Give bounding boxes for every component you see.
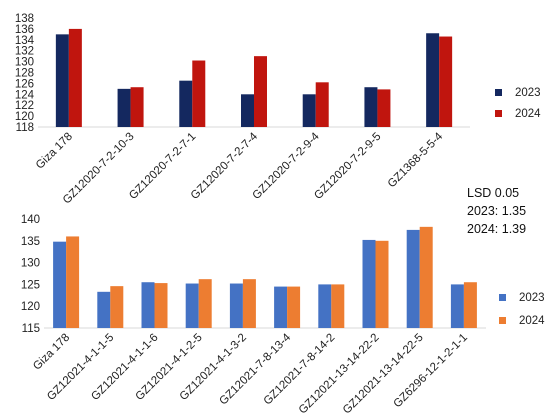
legend-swatch-2023 xyxy=(499,294,506,301)
bar-2024-9 xyxy=(463,282,477,328)
bar-2024-6 xyxy=(439,36,453,127)
bar-2023-6 xyxy=(426,33,440,128)
y-tick-label: 120 xyxy=(15,111,34,123)
y-tick-label: 130 xyxy=(15,57,34,69)
bar-2023-3 xyxy=(241,94,254,127)
y-tick-label: 140 xyxy=(21,214,40,226)
lsd-2024: 2024: 1.39 xyxy=(467,222,527,236)
y-tick-label: 120 xyxy=(21,301,40,313)
y-tick-label: 126 xyxy=(15,78,34,90)
category-label: GZ12020-7-2-10-3 xyxy=(61,131,137,207)
lsd-annotation: LSD 0.05 2023: 1.35 2024: 1.39 xyxy=(467,184,549,238)
bar-2024-3 xyxy=(198,279,212,328)
bar-2024-4 xyxy=(315,82,329,127)
bar-2023-5 xyxy=(274,286,288,328)
bar-2024-1 xyxy=(110,286,124,328)
legend-label-2023: 2023 xyxy=(519,292,545,304)
legend-label-2024: 2024 xyxy=(515,108,541,120)
category-label: Giza 178 xyxy=(31,332,72,373)
bar-2024-0 xyxy=(66,236,80,328)
lsd-title: LSD 0.05 xyxy=(467,186,520,200)
bar-2023-3 xyxy=(185,283,199,328)
bar-2023-4 xyxy=(302,94,316,127)
bar-2024-3 xyxy=(254,56,267,127)
y-tick-label: 136 xyxy=(15,24,34,36)
y-tick-label: 130 xyxy=(21,258,40,270)
bar-2023-6 xyxy=(318,284,332,328)
y-tick-label: 132 xyxy=(15,46,34,58)
bar-2024-4 xyxy=(242,279,256,328)
bar-2023-2 xyxy=(141,282,155,328)
bar-2023-2 xyxy=(179,80,193,127)
category-label: GZ12021-13-14-22-2 xyxy=(297,332,382,414)
y-tick-label: 125 xyxy=(21,279,40,291)
bar-2023-5 xyxy=(364,87,378,127)
legend-swatch-2024 xyxy=(499,317,506,324)
category-label: GZ12020-7-2-9-5 xyxy=(312,131,383,202)
bar-2024-2 xyxy=(192,60,206,128)
bar-2023-1 xyxy=(117,88,131,127)
y-tick-label: 134 xyxy=(15,35,35,47)
bar-2023-1 xyxy=(97,291,111,328)
bar-2024-0 xyxy=(68,28,82,127)
y-tick-label: 118 xyxy=(16,122,34,134)
bar-2023-4 xyxy=(229,283,243,328)
bar-2024-5 xyxy=(287,286,301,328)
bar-2024-6 xyxy=(331,284,345,328)
bar-2023-0 xyxy=(53,241,67,328)
y-tick-label: 138 xyxy=(15,13,34,25)
bar-2024-2 xyxy=(154,283,168,328)
category-label: GZ12021-13-14-22-5 xyxy=(341,332,426,414)
category-label: GZ12020-7-2-9-4 xyxy=(251,130,323,202)
bar-2023-9 xyxy=(450,284,464,328)
category-label: GZ1368-5-5-4 xyxy=(386,130,446,190)
bar-2023-7 xyxy=(362,239,376,328)
y-tick-label: 124 xyxy=(15,89,35,101)
category-label: GZ6296-12-1-2-1-1 xyxy=(391,332,470,411)
category-label: GZ12020-7-2-7-4 xyxy=(189,130,261,202)
y-tick-label: 115 xyxy=(22,323,40,335)
bar-2024-7 xyxy=(375,240,389,328)
y-tick-label: 128 xyxy=(15,68,34,80)
bar-2023-8 xyxy=(406,229,420,328)
legend-swatch-2023 xyxy=(495,89,502,96)
bar-2023-0 xyxy=(55,34,69,127)
category-label: Giza 178 xyxy=(34,131,75,172)
legend-label-2023: 2023 xyxy=(515,87,541,99)
y-tick-label: 135 xyxy=(21,236,40,248)
legend-label-2024: 2024 xyxy=(519,315,545,327)
category-label: GZ12020-7-2-7-1 xyxy=(127,131,198,202)
bar-2024-5 xyxy=(377,89,391,127)
bar-2024-8 xyxy=(419,226,433,328)
y-tick-label: 122 xyxy=(15,100,34,112)
bar-2024-1 xyxy=(130,87,144,127)
legend-swatch-2024 xyxy=(495,110,502,117)
lsd-2023: 2023: 1.35 xyxy=(467,204,527,218)
